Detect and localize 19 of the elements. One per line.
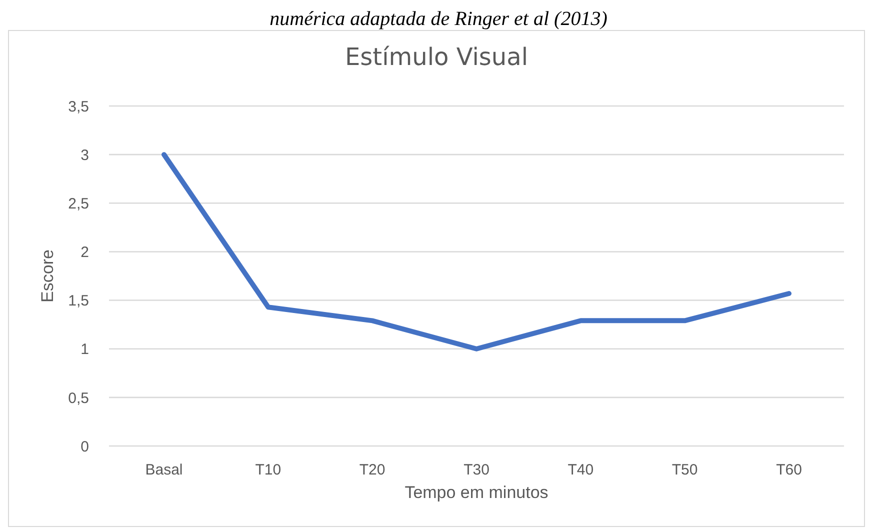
x-tick-label: T20	[359, 462, 386, 479]
x-tick-label: T60	[776, 462, 802, 479]
y-tick-label: 3,5	[68, 98, 89, 116]
y-tick-label: 1	[80, 341, 89, 358]
y-tick-label: 0,5	[68, 390, 89, 407]
y-tick-label: 2	[80, 244, 89, 262]
x-tick-label: T30	[464, 462, 490, 479]
x-tick-label: Basal	[145, 462, 183, 479]
x-tick-label: T40	[568, 462, 594, 479]
x-tick-label: T50	[672, 462, 698, 479]
text: numérica adaptada de Ringer et al (2013)	[270, 8, 608, 30]
y-tick-label: 1,5	[68, 292, 89, 310]
y-tick-label: 3	[80, 146, 89, 164]
chart-title: Estímulo Visual	[344, 43, 529, 71]
y-tick-label: 2,5	[68, 195, 89, 212]
x-tick-label: T10	[255, 462, 282, 479]
x-axis-title: Tempo em minutos	[404, 483, 548, 502]
y-axis-title: Escore	[38, 250, 58, 302]
y-tick-label: 0	[80, 438, 89, 456]
